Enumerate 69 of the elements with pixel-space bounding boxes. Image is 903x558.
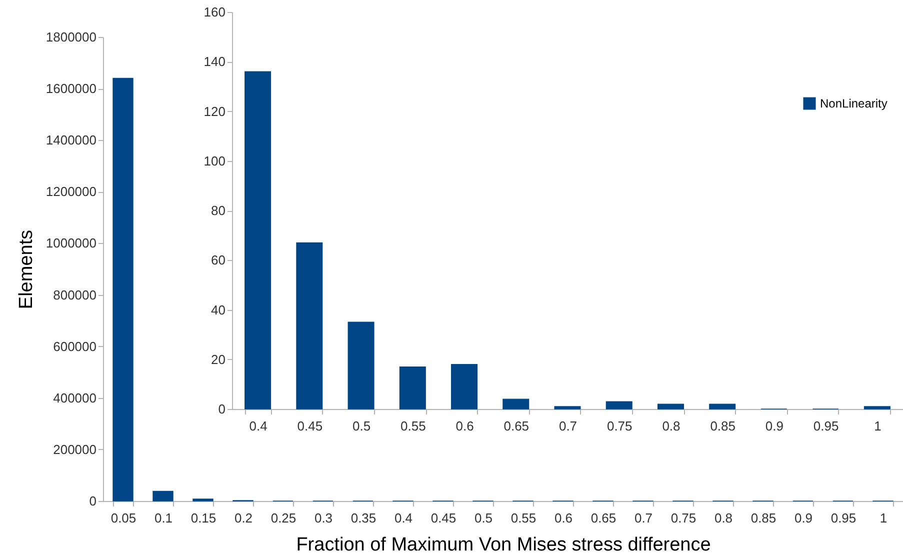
x-tick-label: 1 xyxy=(874,418,882,434)
x-tick-label: 0.65 xyxy=(590,510,616,526)
x-tick-label: 0.2 xyxy=(234,510,253,526)
x-tick-label: 0.95 xyxy=(813,418,839,434)
bar xyxy=(399,366,426,410)
x-tick-label: 0.75 xyxy=(606,418,632,434)
bar xyxy=(657,404,684,410)
x-tick-label: 0.8 xyxy=(714,510,733,526)
x-tick-label: 0.5 xyxy=(352,418,371,434)
x-tick-label: 0.95 xyxy=(830,510,856,526)
x-tick-label: 0.85 xyxy=(710,418,736,434)
x-tick-label: 0.75 xyxy=(670,510,696,526)
y-tick-label: 160 xyxy=(204,4,226,20)
x-tick-label: 0.7 xyxy=(558,418,578,434)
x-tick-label: 0.4 xyxy=(249,418,268,434)
y-tick-label: 600000 xyxy=(53,338,96,354)
legend-label: NonLinearity xyxy=(820,96,888,110)
x-tick-label: 0.45 xyxy=(430,510,456,526)
y-tick-label: 0 xyxy=(89,494,96,508)
y-tick-label: 120 xyxy=(204,104,226,119)
bar xyxy=(502,398,530,410)
x-tick-label: 0.45 xyxy=(297,418,323,434)
x-tick-label: 0.7 xyxy=(634,510,653,526)
y-tick-label: 140 xyxy=(204,54,226,70)
x-tick-label: 0.55 xyxy=(510,510,536,526)
x-tick-label: 0.6 xyxy=(554,510,573,526)
y-tick-label: 40 xyxy=(211,302,226,318)
y-tick-label: 400000 xyxy=(53,390,96,406)
y-tick-label: 0 xyxy=(218,402,226,416)
bar xyxy=(296,242,323,410)
y-tick-label: 200000 xyxy=(53,442,96,457)
x-tick-label: 1 xyxy=(880,510,888,526)
x-tick-label: 0.85 xyxy=(750,510,776,526)
x-tick-label: 0.6 xyxy=(456,418,474,434)
x-tick-label: 0.65 xyxy=(504,418,530,434)
x-tick-label: 0.5 xyxy=(474,510,493,526)
x-tick-label: 0.15 xyxy=(190,510,216,526)
bar xyxy=(112,78,134,502)
y-tick-label: 20 xyxy=(211,352,226,367)
y-tick-label: 1800000 xyxy=(46,30,96,44)
bar xyxy=(192,498,214,502)
x-tick-label: 0.25 xyxy=(270,510,296,526)
x-tick-label: 0.9 xyxy=(765,418,784,434)
x-tick-label: 0.9 xyxy=(794,510,813,526)
y-tick-label: 800000 xyxy=(53,287,96,302)
x-axis-title: Fraction of Maximum Von Mises stress difference xyxy=(296,534,711,556)
x-tick-label: 0.55 xyxy=(400,418,426,434)
y-tick-label: 100 xyxy=(204,153,226,168)
y-tick-label: 1400000 xyxy=(46,132,96,148)
y-tick-label: 1600000 xyxy=(46,81,96,96)
y-tick-label: 1200000 xyxy=(46,184,96,200)
y-tick-label: 60 xyxy=(211,252,226,268)
x-tick-label: 0.4 xyxy=(394,510,413,526)
bar xyxy=(152,490,174,502)
bar xyxy=(864,406,890,410)
x-tick-label: 0.3 xyxy=(314,510,333,526)
bar xyxy=(451,364,478,410)
y-tick-label: 1000000 xyxy=(46,236,96,251)
x-tick-label: 0.1 xyxy=(154,510,173,526)
x-tick-label: 0.35 xyxy=(350,510,376,526)
x-tick-label: 0.05 xyxy=(110,510,136,526)
bar xyxy=(606,401,632,410)
bar xyxy=(709,404,736,410)
x-tick-label: 0.8 xyxy=(662,418,680,434)
bar xyxy=(554,406,581,410)
y-tick-label: 80 xyxy=(211,203,226,218)
y-axis-title: Elements xyxy=(16,230,37,310)
bar xyxy=(244,71,272,410)
bar xyxy=(348,322,374,410)
